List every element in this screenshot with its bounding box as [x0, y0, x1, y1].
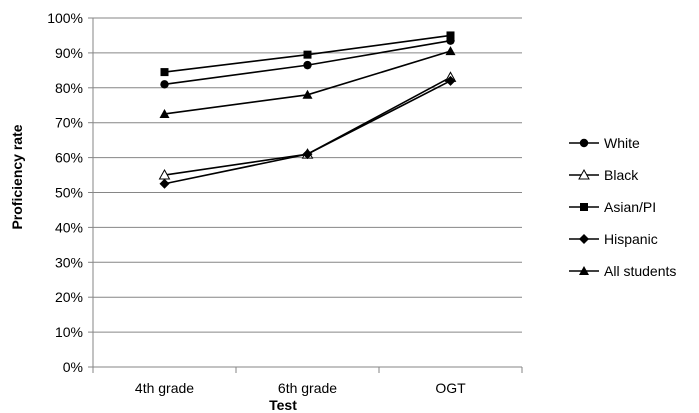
series-group — [158, 31, 457, 189]
x-axis-title: Test — [269, 397, 297, 413]
y-tick-label: 30% — [55, 254, 83, 270]
y-tick-label: 20% — [55, 289, 83, 305]
axes — [88, 17, 523, 373]
series-hispanic — [159, 75, 456, 189]
legend-item: All students — [569, 263, 676, 279]
y-tick-label: 90% — [55, 45, 83, 61]
data-point — [303, 60, 312, 70]
data-point — [159, 108, 170, 118]
y-tick-label: 50% — [55, 185, 83, 201]
legend-item: Asian/PI — [569, 199, 656, 215]
legend-label: Asian/PI — [604, 199, 656, 215]
y-tick-label: 60% — [55, 150, 83, 166]
series-white — [160, 36, 455, 89]
x-tick-label: 6th grade — [278, 380, 337, 396]
data-point — [303, 50, 312, 59]
data-point — [160, 68, 169, 77]
series-asian-pi — [160, 31, 455, 77]
data-point — [302, 149, 313, 160]
series-all-students — [159, 46, 456, 118]
legend-marker — [579, 266, 589, 275]
x-tick-label: OGT — [435, 380, 466, 396]
y-tick-label: 70% — [55, 115, 83, 131]
legend-marker — [580, 203, 588, 211]
y-tick-label: 80% — [55, 80, 83, 96]
y-tick-label: 10% — [55, 324, 83, 340]
legend-label: All students — [604, 263, 676, 279]
legend-label: Hispanic — [604, 231, 658, 247]
data-point — [160, 80, 169, 89]
data-point — [446, 31, 455, 40]
x-tick-labels: 4th grade 6th grade OGT — [135, 380, 466, 396]
data-point — [159, 178, 170, 189]
y-tick-label: 40% — [55, 219, 83, 235]
y-tick-labels: 0% 10% 20% 30% 40% 50% 60% 70% 80% 90% 100% — [47, 10, 83, 375]
y-tick-label: 0% — [63, 359, 83, 375]
legend-marker — [578, 168, 590, 180]
y-tick-label: 100% — [47, 10, 83, 26]
data-point — [445, 75, 456, 86]
legend: White Black Asian/PI Hispanic All students — [569, 135, 676, 279]
legend-item: White — [569, 135, 640, 151]
x-tick-label: 4th grade — [135, 380, 194, 396]
legend-item: Black — [569, 167, 639, 183]
legend-label: Black — [604, 167, 639, 183]
series-black — [158, 71, 457, 180]
legend-marker — [579, 138, 589, 148]
y-axis-title: Proficiency rate — [9, 124, 25, 229]
legend-label: White — [604, 135, 640, 151]
series-line — [164, 50, 451, 115]
legend-item: Hispanic — [569, 231, 658, 247]
data-point — [302, 89, 313, 99]
legend-marker — [579, 234, 589, 244]
data-point — [445, 46, 456, 56]
